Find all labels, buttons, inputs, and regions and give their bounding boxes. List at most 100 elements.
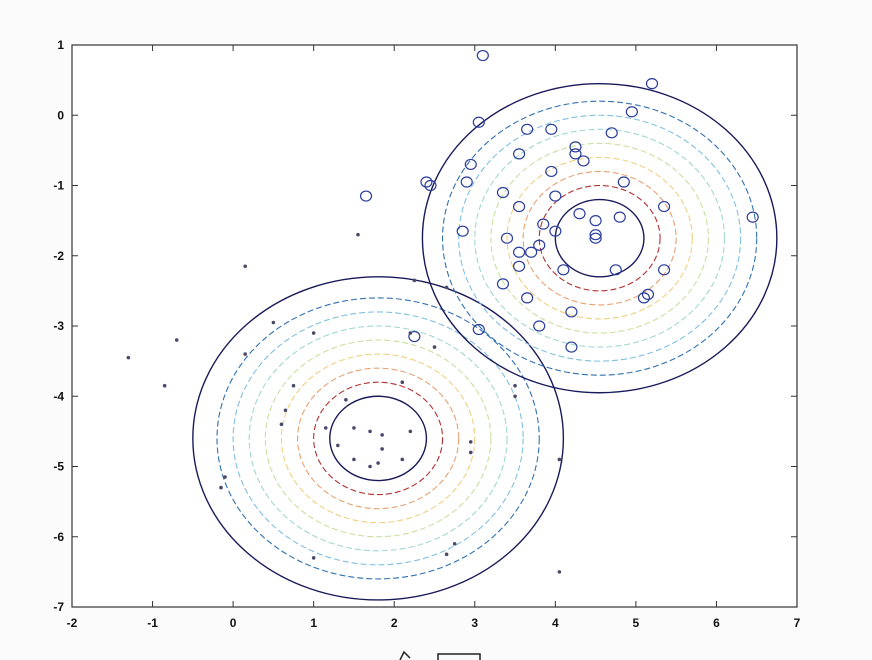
contour-line [490, 142, 709, 334]
y-tick-label: -2 [53, 249, 64, 263]
data-point-circle [521, 292, 534, 304]
x-tick-label: 2 [391, 616, 398, 630]
data-point-circle [657, 264, 671, 276]
data-point-dot [223, 475, 227, 479]
data-point-dot [344, 397, 348, 402]
data-point-circle [617, 176, 630, 188]
data-point-dot [400, 380, 405, 385]
data-point-circle [512, 200, 526, 213]
data-point-circle [645, 78, 659, 90]
points-layer [126, 49, 759, 574]
data-point-circle [521, 123, 534, 135]
data-point-circle [525, 246, 538, 258]
data-point-dot [452, 541, 457, 546]
contour-line [442, 100, 758, 376]
data-point-circle [533, 239, 546, 251]
data-point-circle [545, 123, 558, 135]
data-point-circle [589, 229, 602, 241]
data-point-dot [279, 422, 284, 427]
data-point-dot [400, 457, 405, 462]
data-point-dot [380, 447, 384, 451]
y-tick-label: -4 [53, 389, 64, 403]
data-point-circle [746, 211, 759, 223]
data-point-dot [513, 383, 517, 388]
data-point-circle [537, 218, 550, 230]
contour-line [506, 156, 693, 320]
contour-line [232, 311, 524, 566]
data-point-dot [557, 570, 562, 574]
data-point-dot [311, 331, 316, 335]
data-point-dot [271, 320, 276, 325]
data-point-circle [533, 320, 546, 332]
data-point-circle [557, 264, 570, 276]
data-point-circle [609, 264, 622, 276]
data-point-circle [641, 288, 655, 300]
data-point-dot [368, 464, 372, 469]
x-tick-label: 1 [310, 616, 317, 630]
data-point-circle [625, 106, 638, 118]
cursor-icon [399, 650, 481, 660]
data-point-circle [476, 49, 489, 62]
data-point-dot [412, 278, 417, 283]
data-point-dot [243, 264, 247, 269]
data-point-circle [605, 127, 618, 139]
contour-line [421, 82, 778, 394]
x-tick-label: 0 [230, 616, 237, 630]
contour-line [554, 198, 645, 278]
data-point-circle [512, 148, 526, 160]
data-point-circle [545, 165, 558, 178]
data-point-circle [512, 260, 526, 272]
data-point-dot [126, 355, 131, 360]
data-point-circle [496, 186, 510, 199]
contour-line [329, 395, 428, 482]
data-point-circle [512, 246, 526, 258]
contour-line [297, 367, 460, 510]
y-tick-label: -1 [53, 179, 64, 193]
y-tick-label: 1 [57, 38, 64, 52]
contour-line [538, 184, 661, 292]
plot-background [72, 45, 797, 607]
y-tick-label: -3 [53, 319, 64, 333]
data-point-dot [162, 383, 167, 388]
data-point-circle [589, 232, 602, 244]
y-tick-label: 0 [57, 108, 64, 122]
data-point-dot [336, 443, 340, 448]
data-point-dot [174, 338, 179, 342]
data-point-circle [549, 225, 562, 237]
data-point-dot [283, 408, 288, 413]
data-point-dot [311, 556, 316, 560]
data-point-dot [352, 457, 356, 462]
ticks-layer [71, 44, 798, 608]
contour-line [216, 297, 540, 580]
data-point-dot [408, 429, 413, 434]
contour-line [313, 381, 444, 496]
y-tick-label: -5 [53, 460, 64, 474]
data-point-dot [323, 426, 328, 430]
data-point-dot [352, 426, 356, 430]
data-point-dot [291, 383, 296, 388]
data-point-circle [565, 341, 578, 353]
contour-line [474, 128, 726, 348]
data-point-circle [456, 225, 469, 237]
data-point-dot [356, 232, 360, 237]
data-point-circle [472, 323, 485, 336]
x-tick-label: 3 [471, 616, 478, 630]
data-point-circle [464, 158, 477, 171]
data-point-dot [468, 440, 473, 444]
x-tick-label: 6 [713, 616, 720, 630]
contour-line [264, 339, 492, 538]
data-point-circle [573, 208, 586, 220]
data-point-circle [496, 278, 510, 290]
contour-layer [192, 82, 778, 601]
x-tick-label: 4 [552, 616, 559, 630]
data-point-circle [613, 211, 626, 223]
contour-line [192, 276, 565, 601]
data-point-circle [460, 176, 473, 188]
data-point-dot [444, 552, 449, 557]
data-point-circle [569, 141, 582, 153]
data-point-dot [219, 485, 223, 490]
data-point-circle [569, 148, 582, 160]
data-point-circle [657, 200, 671, 213]
data-point-dot [376, 461, 380, 465]
